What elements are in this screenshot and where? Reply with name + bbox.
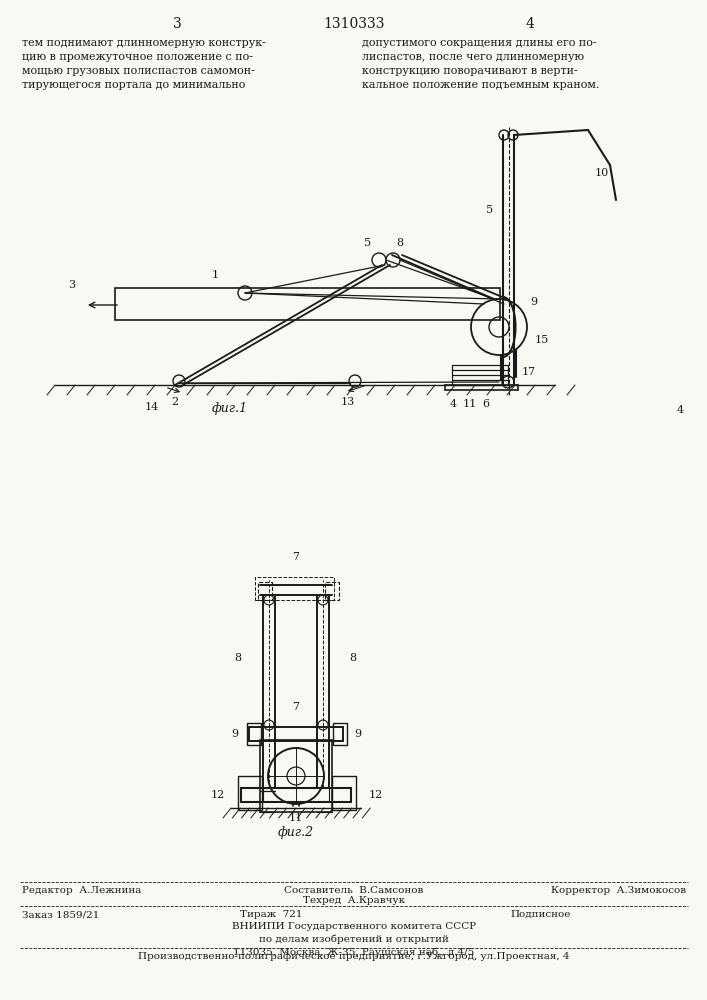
- Text: Производственно-полиграфическое предприятие, г.Ужгород, ул.Проектная, 4: Производственно-полиграфическое предприя…: [139, 952, 570, 961]
- Text: 1: 1: [211, 270, 218, 280]
- Text: 17: 17: [522, 367, 536, 377]
- Text: 11: 11: [463, 399, 477, 409]
- Text: Заказ 1859/21: Заказ 1859/21: [22, 910, 100, 919]
- Text: 5: 5: [364, 238, 372, 248]
- Text: Корректор  А.Зимокосов: Корректор А.Зимокосов: [551, 886, 686, 895]
- Text: Составитель  В.Самсонов: Составитель В.Самсонов: [284, 886, 423, 895]
- Text: 3: 3: [69, 280, 76, 290]
- Text: 9: 9: [530, 297, 537, 307]
- Text: 4: 4: [450, 399, 457, 409]
- Text: 8: 8: [397, 238, 404, 248]
- Text: 12: 12: [211, 790, 225, 800]
- Text: 10: 10: [595, 168, 609, 178]
- Text: фиг.2: фиг.2: [278, 826, 314, 839]
- Bar: [325, 582, 339, 600]
- Text: Подписное: Подписное: [510, 910, 571, 919]
- Text: ВНИИПИ Государственного комитета СССР
по делам изобретений и открытий
113035, Мо: ВНИИПИ Государственного комитета СССР по…: [232, 922, 476, 957]
- Text: 9: 9: [354, 729, 361, 739]
- Bar: [258, 582, 272, 600]
- Text: 7: 7: [293, 552, 300, 562]
- Bar: [255, 577, 334, 600]
- Bar: [247, 723, 261, 745]
- Text: 4: 4: [525, 17, 534, 31]
- Text: тем поднимают длинномерную конструк-
цию в промежуточное положение с по-
мощью г: тем поднимают длинномерную конструк- цию…: [22, 38, 266, 90]
- Bar: [333, 723, 347, 745]
- Bar: [115, 288, 500, 320]
- Text: 7: 7: [293, 702, 300, 712]
- Text: 14: 14: [145, 402, 159, 412]
- Text: 6: 6: [482, 399, 489, 409]
- Text: 12: 12: [369, 790, 383, 800]
- Text: 2: 2: [171, 397, 179, 407]
- Text: 13: 13: [341, 397, 355, 407]
- Text: Редактор  А.Лежнина: Редактор А.Лежнина: [22, 886, 141, 895]
- Text: 4: 4: [677, 405, 684, 415]
- Text: 15: 15: [535, 335, 549, 345]
- Text: 5: 5: [486, 205, 493, 215]
- Text: 8: 8: [349, 653, 356, 663]
- Bar: [332, 776, 356, 810]
- Text: Техред  А.Кравчук: Техред А.Кравчук: [303, 896, 405, 905]
- Text: фиг.1: фиг.1: [212, 402, 248, 415]
- Bar: [260, 740, 332, 812]
- Text: 1310333: 1310333: [323, 17, 385, 31]
- Text: Тираж  721: Тираж 721: [240, 910, 303, 919]
- Text: 3: 3: [173, 17, 182, 31]
- Text: 8: 8: [234, 653, 241, 663]
- Text: 11: 11: [289, 813, 303, 823]
- Text: 9: 9: [231, 729, 238, 739]
- Bar: [238, 776, 262, 810]
- Text: допустимого сокращения длины его по-
лиспастов, после чего длинномерную
конструк: допустимого сокращения длины его по- лис…: [362, 38, 600, 90]
